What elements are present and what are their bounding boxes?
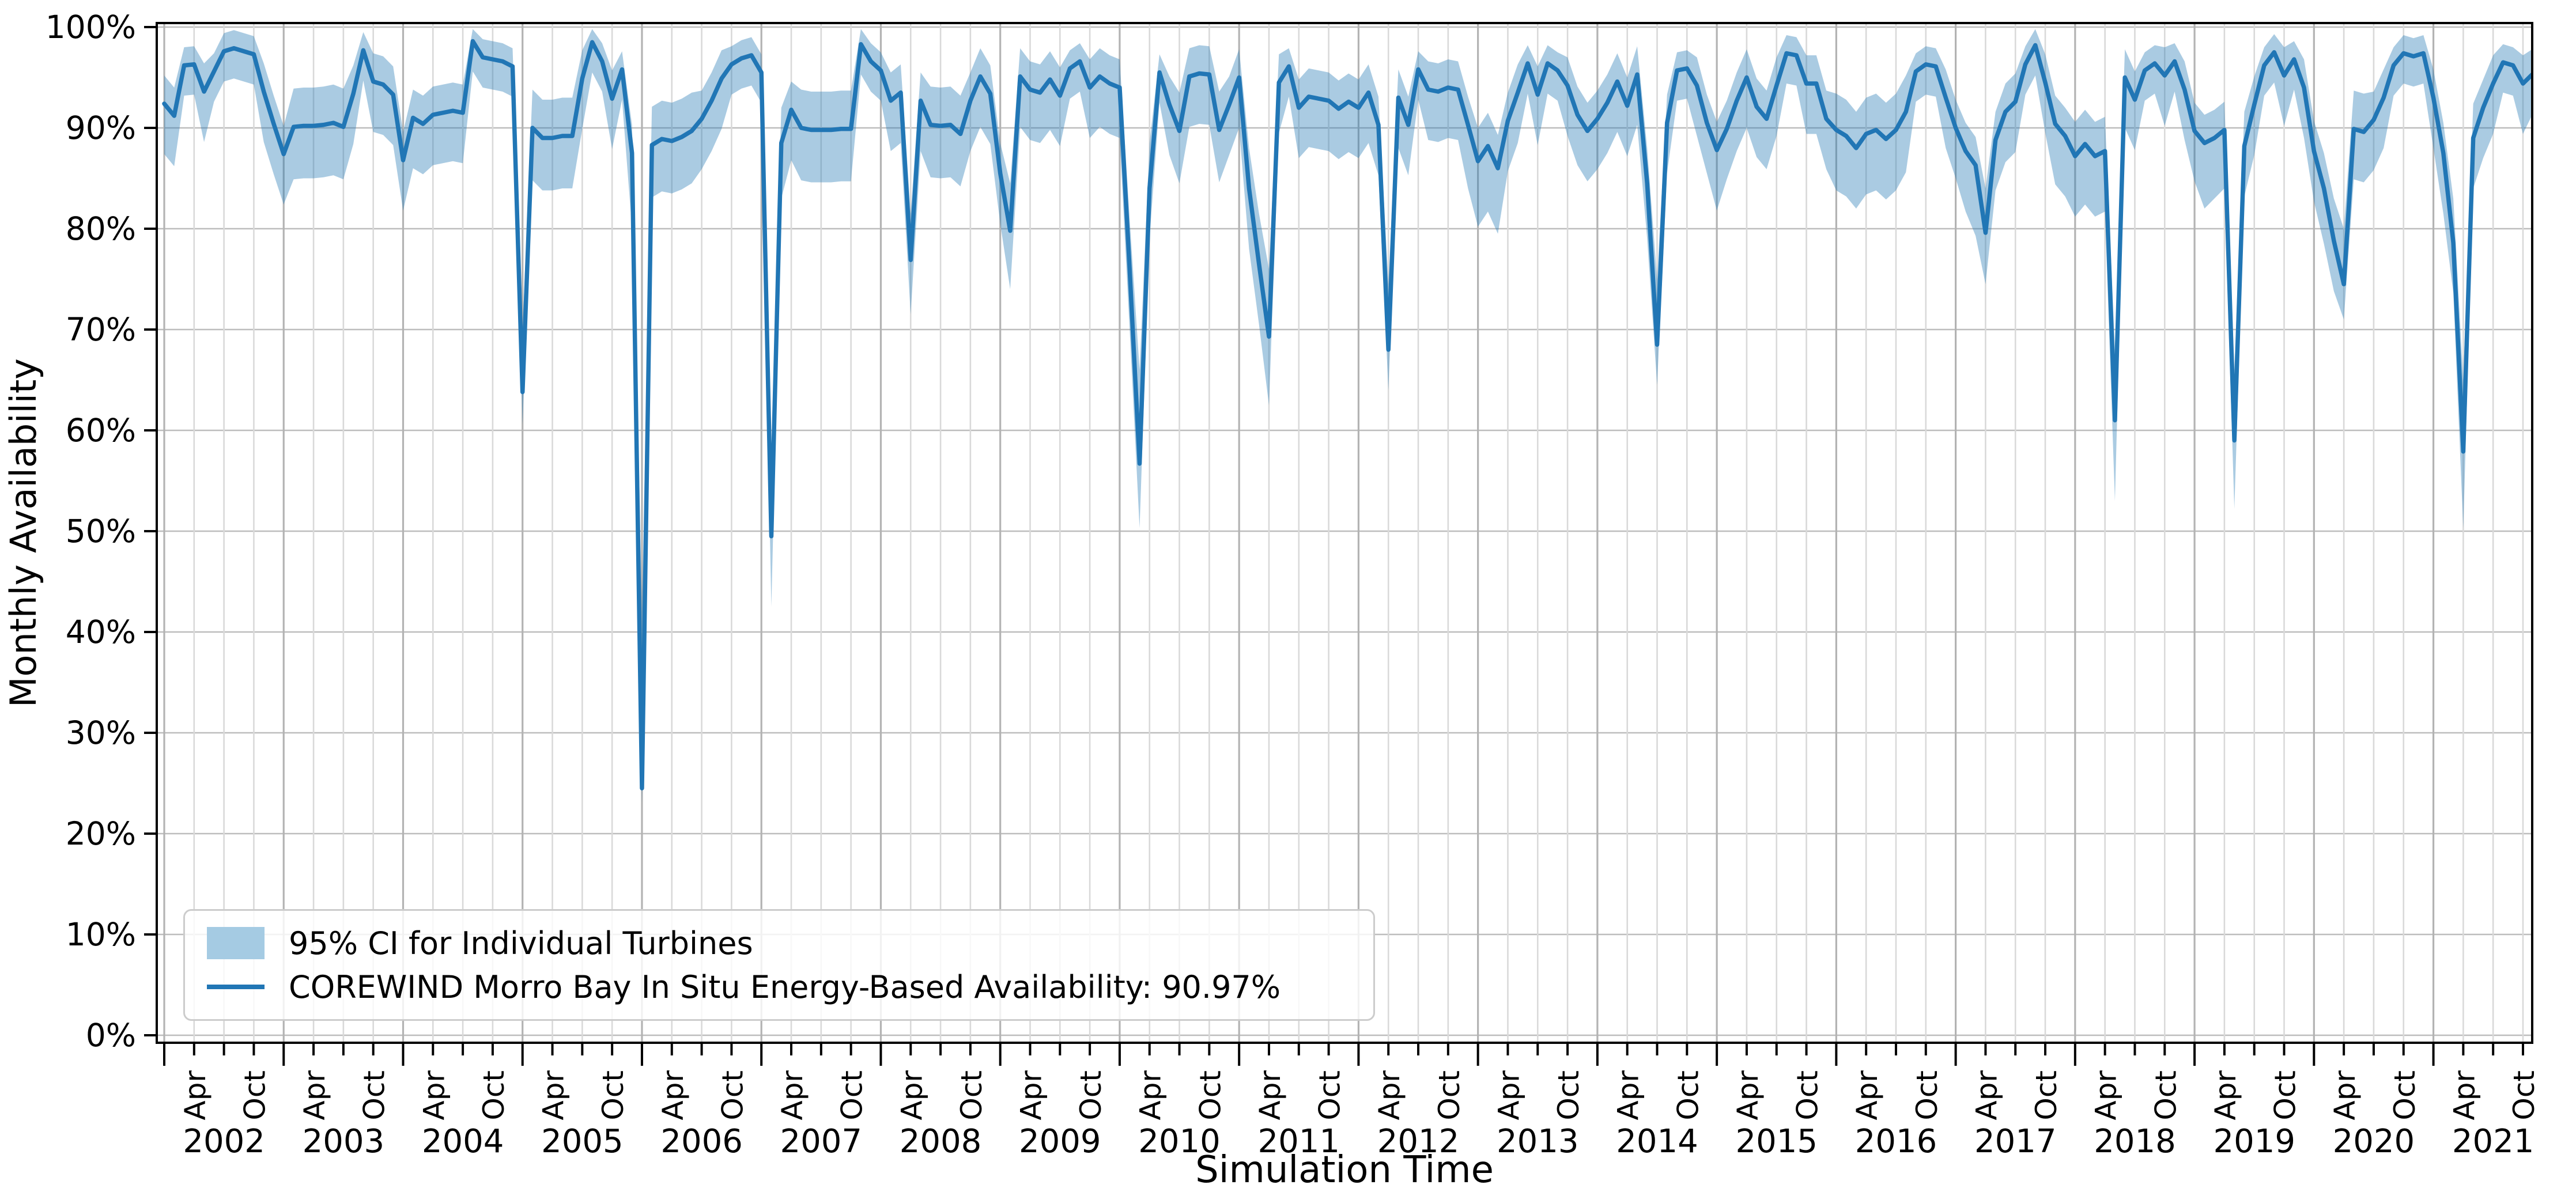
y-tick-label: 30%	[66, 714, 136, 751]
month-tick-label: Apr	[1253, 1070, 1287, 1121]
year-tick-label: 2010	[1138, 1123, 1221, 1160]
year-tick-label: 2013	[1497, 1123, 1579, 1160]
month-tick-label: Oct	[238, 1070, 271, 1120]
legend-row-ci: 95% CI for Individual Turbines	[207, 925, 1350, 962]
month-tick-label: Apr	[298, 1070, 331, 1121]
month-tick-label: Apr	[1492, 1070, 1525, 1121]
month-tick-label: Apr	[179, 1070, 212, 1121]
legend-row-line: COREWIND Morro Bay In Situ Energy-Based …	[207, 969, 1350, 1005]
y-tick-label: 40%	[66, 614, 136, 650]
month-tick-label: Oct	[955, 1070, 988, 1120]
year-tick-label: 2018	[2094, 1123, 2176, 1160]
availability-line-swatch	[207, 985, 265, 989]
year-tick-label: 2006	[660, 1123, 743, 1160]
month-tick-label: Apr	[1970, 1070, 2003, 1121]
y-tick-label: 60%	[66, 412, 136, 449]
legend: 95% CI for Individual Turbines COREWIND …	[183, 909, 1375, 1021]
month-tick-label: Oct	[2388, 1070, 2422, 1120]
month-tick-label: Oct	[2507, 1070, 2541, 1120]
ci-band-label: 95% CI for Individual Turbines	[289, 925, 753, 962]
month-tick-label: Apr	[1850, 1070, 1884, 1121]
year-tick-label: 2008	[900, 1123, 982, 1160]
month-tick-label: Oct	[2030, 1070, 2063, 1120]
year-tick-label: 2005	[541, 1123, 624, 1160]
month-tick-label: Oct	[596, 1070, 630, 1120]
year-tick-label: 2017	[1974, 1123, 2057, 1160]
ci-band	[164, 29, 2532, 804]
year-tick-label: 2002	[183, 1123, 265, 1160]
y-tick-label: 70%	[66, 311, 136, 348]
month-tick-label: Oct	[1791, 1070, 1825, 1120]
y-axis-title: Monthly Availability	[2, 358, 44, 707]
month-tick-label: Oct	[477, 1070, 511, 1120]
month-tick-label: Oct	[2149, 1070, 2182, 1120]
month-tick-label: Oct	[1313, 1070, 1347, 1120]
month-tick-label: Apr	[537, 1070, 571, 1121]
y-tick-label: 100%	[46, 9, 136, 46]
month-tick-label: Apr	[656, 1070, 690, 1121]
month-tick-label: Apr	[2090, 1070, 2123, 1121]
availability-line-label: COREWIND Morro Bay In Situ Energy-Based …	[289, 968, 1281, 1005]
month-tick-label: Oct	[358, 1070, 391, 1120]
y-tick-label: 10%	[66, 916, 136, 953]
month-tick-label: Apr	[1014, 1070, 1048, 1121]
month-tick-label: Oct	[1910, 1070, 1944, 1120]
month-tick-label: Apr	[895, 1070, 928, 1121]
month-tick-label: Apr	[2328, 1070, 2362, 1121]
month-tick-label: Apr	[417, 1070, 451, 1121]
year-tick-label: 2019	[2213, 1123, 2295, 1160]
year-tick-label: 2014	[1616, 1123, 1698, 1160]
availability-line	[162, 39, 2532, 790]
month-tick-label: Oct	[836, 1070, 869, 1120]
year-tick-label: 2003	[303, 1123, 385, 1160]
year-tick-label: 2021	[2452, 1123, 2535, 1160]
year-tick-label: 2020	[2333, 1123, 2415, 1160]
month-tick-label: Apr	[776, 1070, 809, 1121]
year-tick-label: 2009	[1019, 1123, 1101, 1160]
month-tick-label: Apr	[2447, 1070, 2481, 1121]
y-axis: 0% 10% 20% 30% 40% 50% 60% 70% 80% 90% 100%	[46, 9, 157, 1054]
ci-band-swatch	[207, 927, 265, 959]
month-tick-label: Oct	[1433, 1070, 1466, 1120]
y-tick-label: 90%	[66, 109, 136, 146]
h-gridlines	[157, 26, 2532, 1036]
year-tick-label: 2004	[422, 1123, 504, 1160]
year-tick-label: 2011	[1258, 1123, 1340, 1160]
year-tick-label: 2015	[1735, 1123, 1818, 1160]
year-tick-label: 2007	[780, 1123, 863, 1160]
month-tick-label: Apr	[1134, 1070, 1168, 1121]
year-tick-label: 2012	[1377, 1123, 1460, 1160]
y-tick-label: 0%	[86, 1017, 136, 1054]
y-tick-label: 20%	[66, 815, 136, 852]
month-tick-label: Oct	[1671, 1070, 1705, 1120]
month-tick-label: Apr	[1612, 1070, 1645, 1121]
month-tick-label: Oct	[1074, 1070, 1108, 1120]
month-tick-label: Oct	[716, 1070, 749, 1120]
plot-border	[156, 22, 2533, 1044]
month-tick-label: Apr	[1373, 1070, 1406, 1121]
month-tick-label: Oct	[1193, 1070, 1227, 1120]
y-tick-label: 50%	[66, 513, 136, 550]
month-tick-label: Oct	[2269, 1070, 2302, 1120]
month-tick-label: Apr	[2209, 1070, 2242, 1121]
x-axis-title: Simulation Time	[1195, 1149, 1494, 1191]
month-tick-label: Apr	[1731, 1070, 1765, 1121]
v-gridlines	[163, 23, 2524, 1043]
month-tick-label: Oct	[1552, 1070, 1585, 1120]
year-tick-label: 2016	[1855, 1123, 1937, 1160]
y-tick-label: 80%	[66, 210, 136, 247]
